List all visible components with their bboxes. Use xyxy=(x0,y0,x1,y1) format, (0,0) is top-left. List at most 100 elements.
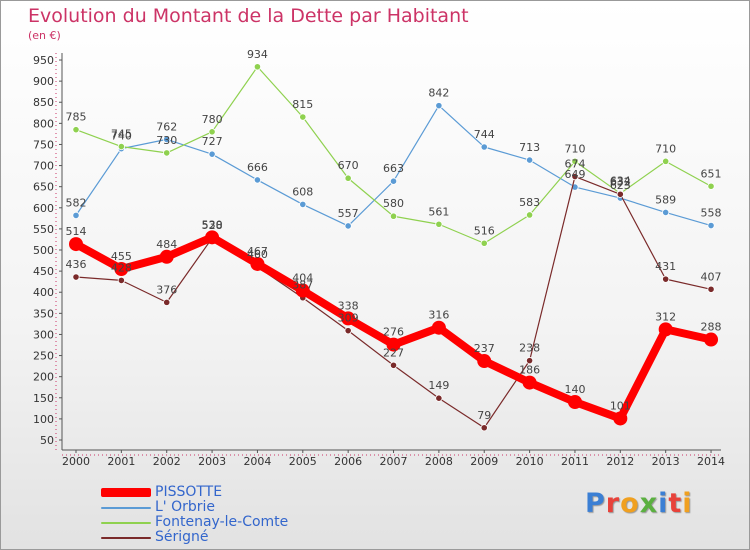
y-tick-label: 700 xyxy=(33,160,54,173)
data-point xyxy=(341,311,356,326)
data-point xyxy=(72,273,80,281)
y-tick-label: 300 xyxy=(33,328,54,341)
data-point xyxy=(704,332,719,347)
data-label: 557 xyxy=(338,207,359,220)
data-label: 376 xyxy=(156,283,177,296)
data-label: 514 xyxy=(66,225,87,238)
data-point xyxy=(707,182,715,190)
data-label: 561 xyxy=(428,205,449,218)
data-point xyxy=(435,102,443,110)
legend-item-serigne[interactable]: Sérigné xyxy=(101,529,361,546)
data-label: 186 xyxy=(519,364,540,377)
y-tick-label: 450 xyxy=(33,265,54,278)
data-label: 670 xyxy=(338,159,359,172)
data-label: 558 xyxy=(701,207,722,220)
brand-letter: i xyxy=(658,488,669,519)
y-tick-label: 800 xyxy=(33,117,54,130)
data-point xyxy=(477,354,492,369)
y-tick-label: 850 xyxy=(33,96,54,109)
data-label: 842 xyxy=(428,87,449,100)
data-label: 149 xyxy=(428,379,449,392)
x-tick-label: 2010 xyxy=(516,455,544,468)
data-point xyxy=(250,256,265,271)
legend: PISSOTTE L' Orbrie Fontenay-le-Comte Sér… xyxy=(101,484,361,546)
data-label: 436 xyxy=(66,258,87,271)
data-label: 338 xyxy=(338,299,359,312)
data-label: 237 xyxy=(474,342,495,355)
data-point xyxy=(344,174,352,182)
data-label: 608 xyxy=(292,185,313,198)
data-label: 582 xyxy=(66,196,87,209)
data-point xyxy=(525,156,534,164)
data-point xyxy=(208,150,216,158)
data-point xyxy=(435,220,443,228)
y-tick-label: 200 xyxy=(33,371,54,384)
brand-letter: x xyxy=(639,488,659,519)
brand-letter: i xyxy=(682,488,693,519)
data-label: 785 xyxy=(66,111,87,124)
data-label: 651 xyxy=(701,167,722,180)
data-label: 460 xyxy=(247,248,268,261)
y-tick-label: 950 xyxy=(33,54,54,67)
data-point xyxy=(117,142,125,151)
data-label: 634 xyxy=(610,174,631,187)
data-point xyxy=(72,126,80,134)
data-label: 276 xyxy=(383,326,404,339)
data-point xyxy=(613,411,628,426)
x-tick-label: 2001 xyxy=(107,455,135,468)
legend-item-fontenay[interactable]: Fontenay-le-Comte xyxy=(101,514,361,531)
brand-letter: P xyxy=(585,488,606,519)
x-tick-label: 2011 xyxy=(561,455,589,468)
data-point xyxy=(163,298,171,306)
data-label: 934 xyxy=(247,48,268,61)
data-label: 404 xyxy=(292,272,313,285)
x-tick-label: 2012 xyxy=(606,455,634,468)
data-label: 428 xyxy=(111,261,132,274)
data-label: 710 xyxy=(564,142,585,155)
data-point xyxy=(72,211,80,219)
data-point xyxy=(117,276,125,285)
data-point xyxy=(525,357,534,365)
y-tick-label: 900 xyxy=(33,75,54,88)
y-tick-label: 600 xyxy=(33,202,54,215)
data-point xyxy=(114,262,129,277)
x-tick-label: 2002 xyxy=(153,455,181,468)
data-label: 710 xyxy=(655,142,676,155)
legend-label-pissotte: PISSOTTE xyxy=(155,484,223,500)
y-tick-label: 650 xyxy=(33,181,54,194)
data-label: 101 xyxy=(610,399,631,412)
data-label: 455 xyxy=(111,250,132,263)
legend-item-pissotte[interactable]: PISSOTTE xyxy=(101,484,361,501)
data-label: 467 xyxy=(247,245,268,258)
data-point xyxy=(163,149,171,157)
brand-logo: Proxiti xyxy=(585,488,693,519)
data-point xyxy=(662,275,670,283)
legend-swatch-pissotte xyxy=(101,488,151,497)
y-tick-label: 50 xyxy=(40,434,54,447)
data-label: 713 xyxy=(519,141,540,154)
y-tick-label: 750 xyxy=(33,138,54,151)
y-tick-label: 150 xyxy=(33,392,54,405)
data-point xyxy=(658,322,673,337)
y-tick-label: 350 xyxy=(33,307,54,320)
data-label: 623 xyxy=(610,179,631,192)
data-label: 666 xyxy=(247,161,268,174)
data-point xyxy=(386,337,401,352)
data-point xyxy=(435,394,443,402)
legend-item-orbrie[interactable]: L' Orbrie xyxy=(101,499,361,516)
legend-swatch-orbrie xyxy=(101,507,151,509)
x-tick-label: 2007 xyxy=(380,455,408,468)
chart-title: Evolution du Montant de la Dette par Hab… xyxy=(28,5,469,27)
x-tick-label: 2003 xyxy=(198,455,226,468)
data-label: 663 xyxy=(383,162,404,175)
data-point xyxy=(344,327,352,335)
data-label: 762 xyxy=(156,120,177,133)
data-point xyxy=(389,212,398,220)
data-label: 632 xyxy=(610,175,631,188)
x-tick-label: 2005 xyxy=(289,455,317,468)
chart-subtitle: (en €) xyxy=(28,29,61,42)
data-point xyxy=(707,285,715,293)
data-label: 227 xyxy=(383,346,404,359)
